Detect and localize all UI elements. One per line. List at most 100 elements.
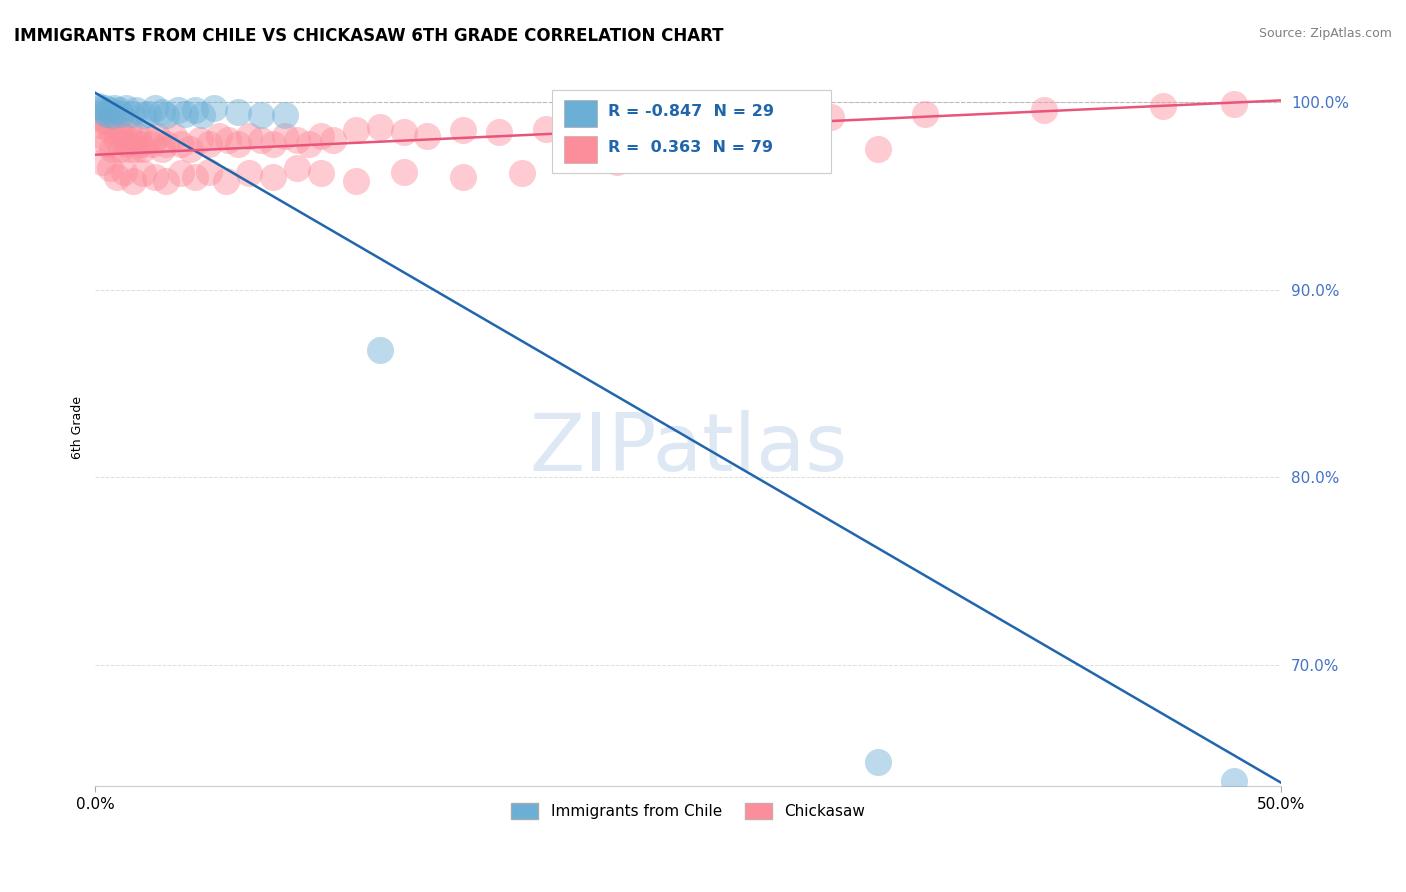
Point	[120, 106, 142, 120]
Point	[170, 167, 193, 181]
Point	[262, 136, 284, 151]
Point	[309, 128, 332, 143]
Point	[321, 133, 343, 147]
Point	[392, 164, 415, 178]
Point	[98, 161, 121, 175]
Text: ZIPatlas: ZIPatlas	[529, 410, 848, 488]
Point	[124, 142, 146, 156]
Point	[150, 142, 173, 156]
Point	[285, 133, 308, 147]
Point	[392, 125, 415, 139]
Point	[105, 170, 128, 185]
Point	[654, 116, 676, 130]
Text: Source: ZipAtlas.com: Source: ZipAtlas.com	[1258, 27, 1392, 40]
Point	[143, 101, 166, 115]
Point	[89, 118, 111, 132]
Point	[250, 133, 273, 147]
Point	[115, 136, 138, 151]
Point	[103, 118, 125, 132]
Point	[198, 164, 221, 178]
Point	[226, 136, 249, 151]
Point	[108, 103, 131, 117]
Point	[96, 136, 118, 151]
FancyBboxPatch shape	[564, 100, 598, 128]
Point	[179, 142, 201, 156]
Point	[136, 106, 159, 120]
Point	[1222, 773, 1244, 788]
Point	[87, 99, 110, 113]
Point	[198, 136, 221, 151]
Point	[184, 170, 207, 185]
Point	[155, 108, 177, 122]
Point	[91, 128, 114, 143]
FancyBboxPatch shape	[553, 90, 831, 173]
Point	[416, 128, 439, 143]
Point	[132, 167, 155, 181]
Point	[510, 167, 533, 181]
Point	[274, 108, 297, 122]
Point	[582, 118, 605, 132]
Point	[94, 101, 117, 115]
Point	[110, 142, 132, 156]
Point	[215, 174, 238, 188]
Point	[96, 106, 118, 120]
Point	[132, 142, 155, 156]
Point	[101, 142, 124, 156]
Point	[132, 108, 155, 122]
Point	[150, 104, 173, 119]
Text: IMMIGRANTS FROM CHILE VS CHICKASAW 6TH GRADE CORRELATION CHART: IMMIGRANTS FROM CHILE VS CHICKASAW 6TH G…	[14, 27, 724, 45]
Point	[217, 133, 239, 147]
Point	[120, 142, 142, 156]
Point	[368, 120, 391, 134]
Point	[262, 170, 284, 185]
Point	[110, 106, 132, 120]
Point	[141, 136, 163, 151]
Point	[167, 103, 190, 117]
Point	[184, 103, 207, 117]
Point	[174, 106, 197, 120]
Point	[143, 170, 166, 185]
Point	[820, 110, 842, 124]
Point	[866, 755, 889, 769]
Point	[188, 133, 211, 147]
Point	[451, 170, 474, 185]
Point	[122, 174, 145, 188]
Point	[170, 136, 193, 151]
Point	[136, 133, 159, 147]
Point	[98, 123, 121, 137]
Point	[91, 155, 114, 169]
Point	[124, 103, 146, 117]
Point	[298, 136, 321, 151]
Point	[208, 128, 231, 143]
Point	[534, 121, 557, 136]
Text: R = -0.847  N = 29: R = -0.847 N = 29	[607, 104, 773, 120]
Point	[91, 104, 114, 119]
Point	[191, 108, 214, 122]
Point	[98, 103, 121, 117]
Point	[112, 128, 135, 143]
Point	[101, 108, 124, 122]
Point	[105, 133, 128, 147]
Point	[112, 164, 135, 178]
Point	[250, 108, 273, 122]
Point	[103, 101, 125, 115]
Point	[914, 106, 936, 120]
Point	[87, 110, 110, 124]
Point	[724, 114, 747, 128]
Point	[238, 167, 260, 181]
Point	[162, 128, 184, 143]
Point	[202, 101, 225, 115]
Point	[117, 123, 139, 137]
Point	[226, 104, 249, 119]
Legend: Immigrants from Chile, Chickasaw: Immigrants from Chile, Chickasaw	[505, 797, 872, 825]
Point	[368, 343, 391, 357]
FancyBboxPatch shape	[564, 136, 598, 163]
Point	[274, 128, 297, 143]
Point	[155, 174, 177, 188]
Point	[89, 101, 111, 115]
Point	[285, 161, 308, 175]
Point	[1222, 97, 1244, 112]
Point	[94, 114, 117, 128]
Point	[127, 128, 149, 143]
Point	[309, 167, 332, 181]
